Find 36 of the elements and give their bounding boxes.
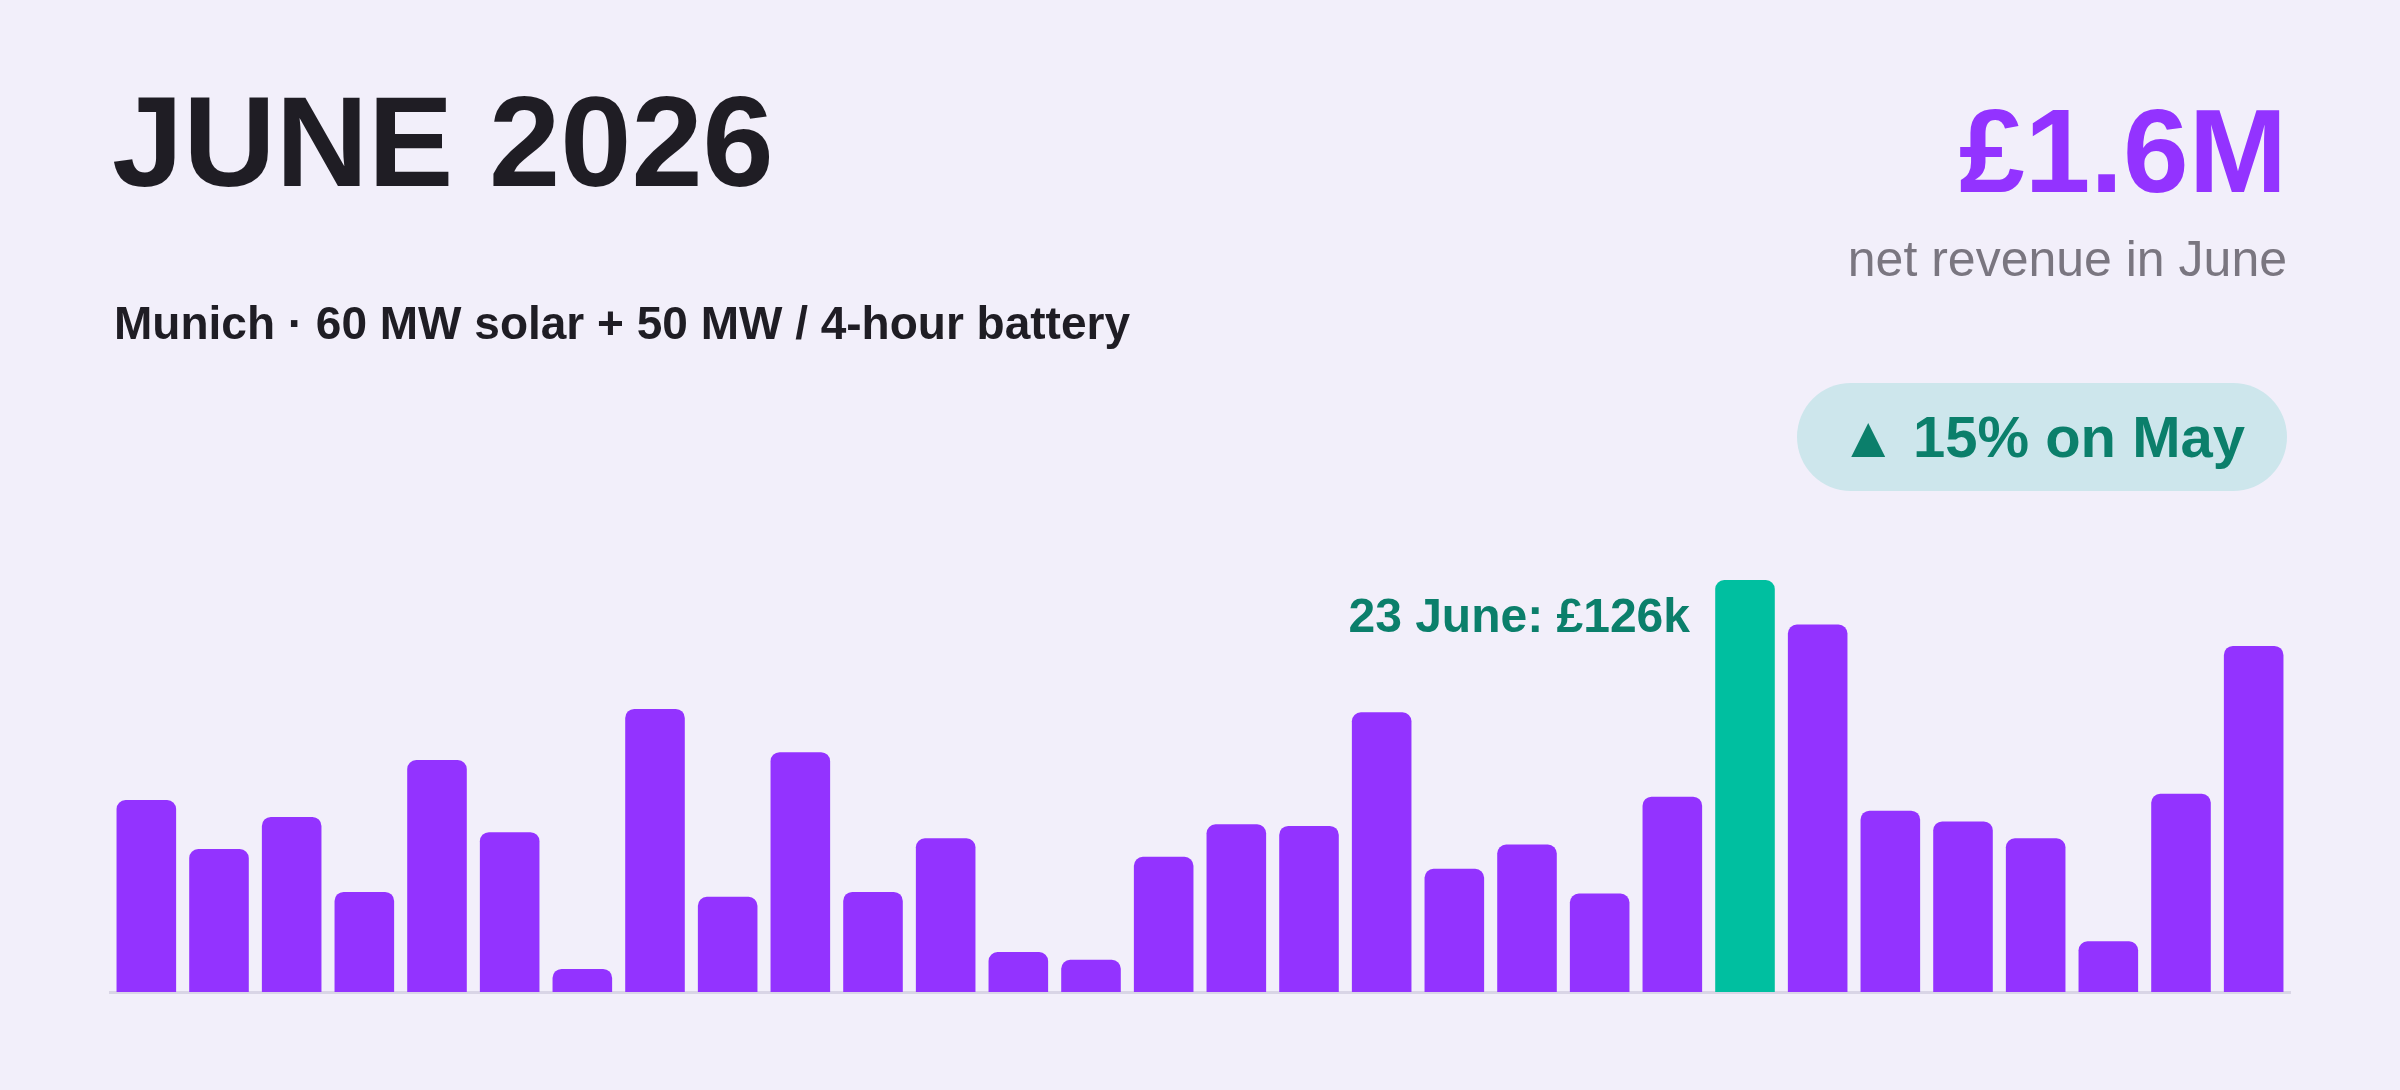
bar xyxy=(2151,793,2211,992)
bar xyxy=(1061,959,1121,992)
bar xyxy=(1787,624,1848,992)
bar xyxy=(697,896,758,992)
bar xyxy=(1860,810,1921,992)
bar xyxy=(1933,821,1993,992)
bar xyxy=(843,891,903,992)
bar xyxy=(1279,825,1339,992)
bar xyxy=(261,816,322,992)
bar xyxy=(915,838,976,992)
bar xyxy=(1133,856,1194,992)
chart-title: JUNE 2026 xyxy=(112,70,774,213)
text: ▲ 15% on May xyxy=(1797,383,2287,491)
bar xyxy=(116,800,177,992)
bar xyxy=(1569,893,1630,992)
bar xyxy=(1351,712,1412,992)
annotation: 23 June: £126k xyxy=(1348,589,1690,642)
bar xyxy=(1206,824,1267,992)
bar xyxy=(479,832,540,992)
bar xyxy=(2005,838,2066,992)
text: net revenue in June xyxy=(1847,231,2287,287)
bar xyxy=(2223,645,2284,992)
bar xyxy=(334,891,395,992)
bar xyxy=(988,952,1049,992)
bar xyxy=(1642,796,1703,992)
bar xyxy=(2078,941,2139,992)
bar xyxy=(1497,844,1557,992)
bar xyxy=(1715,580,1775,992)
bar xyxy=(770,752,831,992)
chart-subtitle: Munich · 60 MW solar + 50 MW / 4-hour battery xyxy=(114,297,1130,349)
bar xyxy=(189,849,249,992)
bar xyxy=(407,760,467,992)
bar xyxy=(625,708,685,992)
bar xyxy=(552,968,613,992)
text: £1.6M xyxy=(1959,85,2287,217)
bar xyxy=(1424,868,1485,992)
